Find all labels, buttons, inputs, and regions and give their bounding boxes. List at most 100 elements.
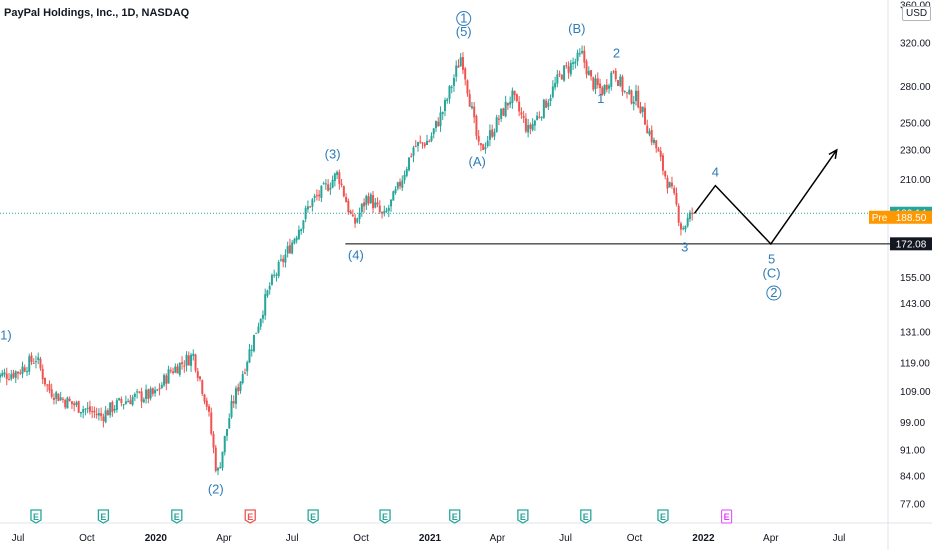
candle-body [151, 388, 154, 395]
candle-body [295, 237, 298, 241]
candle-body [583, 50, 586, 63]
candle-body [104, 410, 107, 423]
candle-body [257, 326, 260, 333]
candle-body [327, 184, 330, 191]
candle-body [691, 212, 694, 215]
candle-body [596, 78, 599, 85]
pre-market-tag-label: Pre [872, 213, 888, 224]
candle-body [136, 391, 139, 393]
price-tag [890, 210, 932, 224]
candle-body [304, 208, 307, 219]
candle-body [385, 210, 388, 212]
candle-body [437, 121, 440, 127]
candle-body [28, 356, 31, 372]
candle-body [223, 435, 226, 453]
currency-button[interactable]: USD [902, 6, 932, 21]
candle-body [414, 145, 417, 147]
candle-body [160, 384, 163, 389]
candle-body [252, 334, 255, 352]
candle-body [684, 226, 687, 230]
candle-body [70, 401, 73, 405]
candle-body [412, 147, 415, 156]
x-axis[interactable]: Jul Oct 2020 Apr Jul Oct 2021 Apr Jul Oct 2022 Apr J… [12, 533, 846, 544]
candle-body [464, 68, 467, 80]
candle-body [540, 117, 543, 119]
candle-body [255, 332, 258, 334]
candle-body [347, 200, 350, 213]
candle-body [286, 246, 289, 254]
candle-body [664, 171, 667, 177]
candle-body [419, 141, 422, 143]
candle-body [484, 147, 487, 150]
candle-body [102, 416, 105, 422]
candle-body [434, 120, 437, 129]
candle-body [439, 112, 442, 127]
candle-body [545, 100, 548, 108]
candle-body [679, 223, 682, 230]
candle-body [354, 217, 357, 224]
candle-body [113, 408, 116, 411]
candle-body [111, 401, 114, 412]
candle-body [129, 400, 132, 405]
candle-body [587, 70, 590, 76]
candle-body [149, 388, 152, 399]
candle-body [655, 140, 658, 149]
candle-body [686, 217, 689, 227]
candle-body [497, 118, 500, 120]
candle-body [208, 406, 211, 412]
candle-body [138, 391, 141, 393]
candle-body [428, 140, 431, 142]
candle-body [329, 187, 332, 190]
candle-body [100, 413, 103, 417]
drawing-lines-layer [0, 148, 908, 246]
candle-body [324, 183, 327, 185]
candle-body [97, 413, 100, 416]
candle-body [192, 353, 195, 356]
candle-body [542, 99, 545, 118]
candle-body [201, 380, 204, 394]
candle-body [297, 229, 300, 239]
earnings-marker-label: E [452, 512, 458, 522]
wave-label: 4 [712, 164, 719, 179]
price-tag [890, 237, 932, 251]
candle-body [118, 398, 121, 400]
x-tick-label: Jul [12, 533, 25, 544]
x-tick-label: 2020 [145, 533, 168, 544]
y-tick-label: 131.00 [900, 328, 931, 339]
candle-body [612, 71, 615, 73]
candle-body [293, 239, 296, 244]
earnings-event: E [580, 509, 592, 524]
candle-body [342, 186, 345, 197]
y-axis[interactable]: 360.00320.00280.00250.00230.00210.00187.… [900, 1, 931, 511]
candle-body [156, 389, 159, 391]
candle-body [369, 194, 372, 204]
candle-body [181, 362, 184, 364]
candle-body [302, 220, 305, 230]
candle-body [448, 86, 451, 99]
candle-body [387, 207, 390, 211]
candle-body [212, 434, 215, 448]
candle-body [68, 398, 71, 401]
candle-body [311, 199, 314, 207]
candle-body [73, 403, 76, 406]
candle-body [592, 77, 595, 90]
candle-body [502, 108, 505, 116]
y-tick-label: 280.00 [900, 82, 931, 93]
candle-body [646, 125, 649, 134]
candle-body [531, 123, 534, 130]
candle-body [601, 87, 604, 95]
candle-body [273, 274, 276, 276]
candle-body [585, 61, 588, 75]
earnings-marker [30, 509, 42, 524]
candle-body [506, 102, 509, 106]
earnings-event: E [517, 509, 529, 524]
candle-body [23, 367, 26, 372]
candle-body [120, 399, 123, 404]
candle-body [309, 206, 312, 208]
candle-body [639, 106, 642, 114]
candle-body [234, 388, 237, 404]
candle-body [5, 373, 8, 379]
candle-body [3, 372, 6, 375]
